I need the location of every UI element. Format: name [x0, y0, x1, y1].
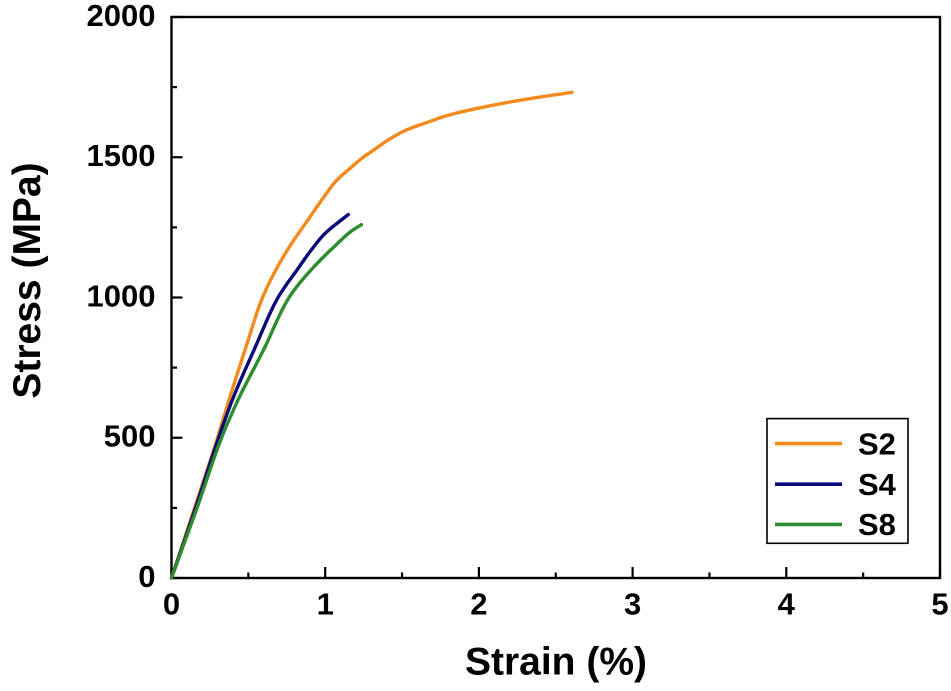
svg-text:S4: S4 [858, 467, 897, 502]
svg-text:1: 1 [317, 587, 334, 622]
svg-text:1000: 1000 [87, 278, 156, 313]
svg-text:5: 5 [931, 587, 948, 622]
svg-text:Stress (MPa): Stress (MPa) [6, 162, 49, 398]
svg-text:S8: S8 [858, 507, 896, 542]
svg-text:S2: S2 [858, 426, 896, 461]
svg-text:500: 500 [104, 419, 156, 454]
svg-text:3: 3 [624, 587, 641, 622]
svg-text:4: 4 [778, 587, 796, 622]
svg-text:2000: 2000 [87, 0, 156, 33]
svg-text:1500: 1500 [87, 138, 156, 173]
svg-text:2: 2 [470, 587, 487, 622]
svg-text:Strain (%): Strain (%) [465, 641, 647, 684]
svg-text:0: 0 [138, 559, 155, 594]
svg-text:0: 0 [163, 587, 180, 622]
